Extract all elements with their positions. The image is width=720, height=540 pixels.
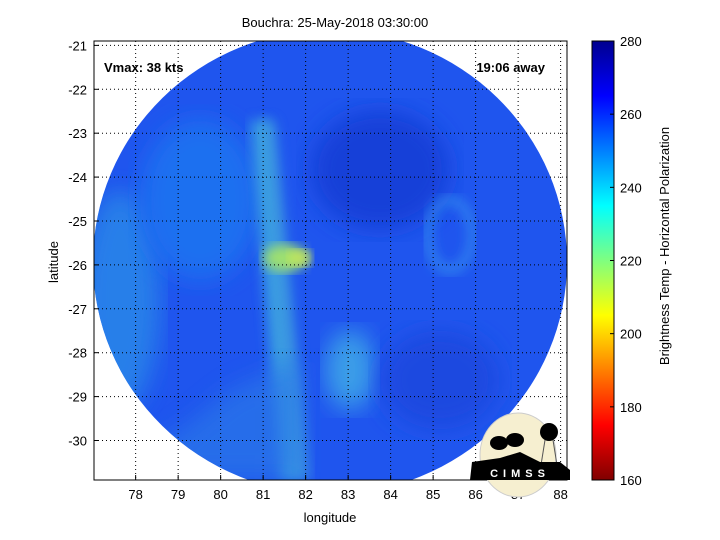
cimss-logo: CIMSS bbox=[470, 412, 570, 498]
y-tick-label: -26 bbox=[68, 258, 87, 273]
x-tick-label: 80 bbox=[213, 487, 227, 502]
grid bbox=[94, 41, 567, 480]
y-tick-label: -27 bbox=[68, 302, 87, 317]
x-tick-label: 78 bbox=[128, 487, 142, 502]
x-tick-label: 83 bbox=[341, 487, 355, 502]
y-tick-label: -23 bbox=[68, 126, 87, 141]
y-tick-label: -30 bbox=[68, 433, 87, 448]
colorbar-label: Brightness Temp - Horizontal Polarizatio… bbox=[657, 127, 672, 365]
colorbar-tick-label: 200 bbox=[620, 327, 642, 342]
x-axis: 7879808182838485868788 bbox=[128, 475, 568, 502]
x-tick-label: 88 bbox=[553, 487, 567, 502]
y-tick-label: -21 bbox=[68, 38, 87, 53]
y-tick-label: -28 bbox=[68, 346, 87, 361]
colorbar-tick-label: 180 bbox=[620, 400, 642, 415]
plot-frame bbox=[93, 40, 568, 481]
x-tick-label: 85 bbox=[426, 487, 440, 502]
x-tick-label: 79 bbox=[171, 487, 185, 502]
colorbar-axis: 160 180 200 220 240 260 280 bbox=[610, 34, 642, 488]
colorbar-tick-label: 160 bbox=[620, 473, 642, 488]
time-away-annotation: 19:06 away bbox=[476, 60, 545, 75]
y-tick-label: -29 bbox=[68, 390, 87, 405]
colorbar-tick-label: 240 bbox=[620, 180, 642, 195]
cimss-logo-text: CIMSS bbox=[490, 468, 550, 480]
brightness-temp-image bbox=[94, 41, 567, 480]
x-axis-label: longitude bbox=[304, 510, 357, 525]
chart-title: Bouchra: 25-May-2018 03:30:00 bbox=[242, 15, 428, 30]
x-tick-label: 86 bbox=[468, 487, 482, 502]
y-tick-label: -22 bbox=[68, 82, 87, 97]
y-tick-label: -24 bbox=[68, 170, 87, 185]
x-tick-label: 84 bbox=[383, 487, 397, 502]
y-axis: -21 -22 -23 -24 -25 -26 -27 -28 -29 -30 bbox=[68, 38, 99, 448]
y-tick-label: -25 bbox=[68, 214, 87, 229]
colorbar-tick-label: 280 bbox=[620, 34, 642, 49]
x-tick-label: 82 bbox=[298, 487, 312, 502]
y-axis-label: latitude bbox=[46, 241, 61, 283]
colorbar-tick-label: 260 bbox=[620, 107, 642, 122]
x-tick-label: 81 bbox=[256, 487, 270, 502]
colorbar-tick-label: 220 bbox=[620, 254, 642, 269]
vmax-annotation: Vmax: 38 kts bbox=[104, 60, 184, 75]
